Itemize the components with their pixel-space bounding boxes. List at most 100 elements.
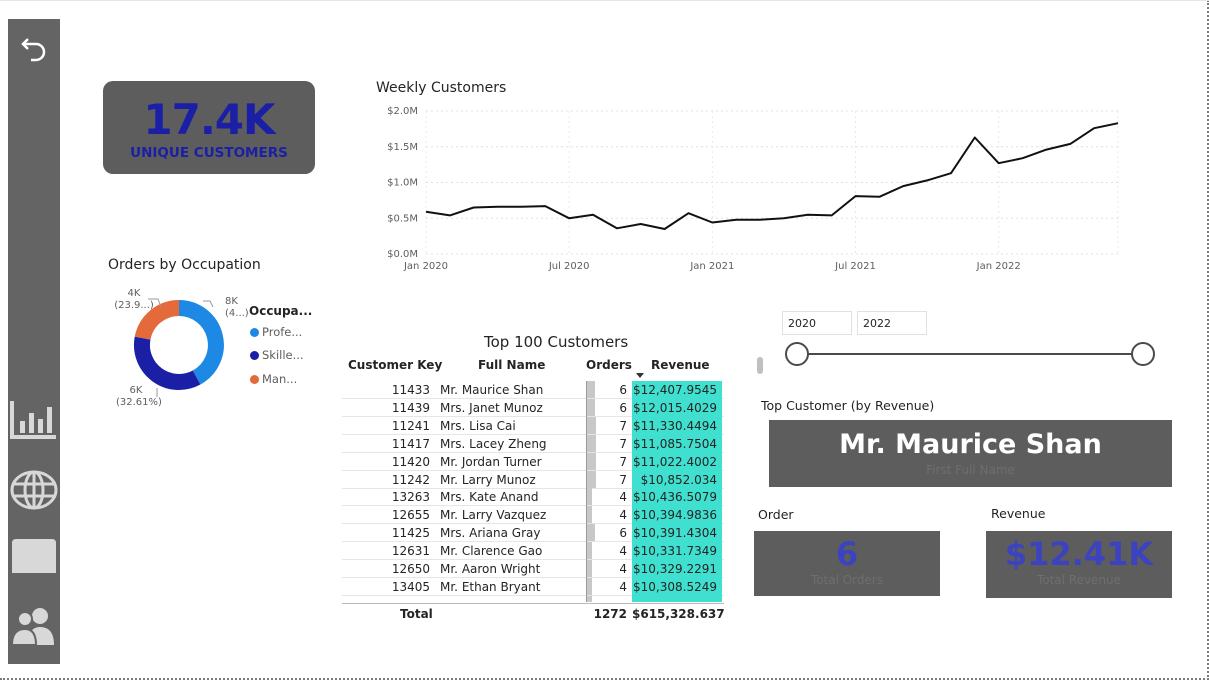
table-total-row: Total 1272 $615,328.637 (342, 603, 725, 625)
revenue-card-title: Revenue (991, 506, 1046, 521)
table-row[interactable]: 11417 Mrs. Lacey Zheng 7 $11,085.7504 (342, 434, 724, 453)
cell-full-name: Mr. Larry Vazquez (440, 508, 547, 523)
cell-revenue: $11,022.4002 (632, 452, 722, 471)
donut-slice-skilled (134, 336, 201, 390)
orders-data-bar (586, 488, 631, 506)
table-row[interactable]: 11241 Mrs. Lisa Cai 7 $11,330.4494 (342, 416, 724, 435)
cell-revenue: $10,329.2291 (632, 560, 722, 578)
donut-slice-manual (134, 299, 180, 341)
cell-full-name: Mr. Larry Munoz (440, 472, 536, 487)
header-revenue[interactable]: Revenue (651, 358, 710, 372)
table-row[interactable]: 13263 Mrs. Kate Anand 4 $10,436.5079 (342, 488, 724, 507)
cell-revenue (632, 595, 722, 602)
revenue-value: $12.41K (1004, 535, 1154, 573)
top-customer-name: Mr. Maurice Shan (839, 429, 1102, 460)
top-customer-caption: First Full Name (926, 463, 1015, 477)
orders-data-bar (586, 560, 631, 578)
occupation-donut-chart[interactable] (100, 285, 320, 415)
sort-desc-icon[interactable] (636, 373, 644, 378)
total-label: Total (400, 607, 433, 621)
orders-data-bar (586, 398, 631, 417)
y-tick-label: $1.0M (387, 178, 418, 189)
orders-data-bar-fill (586, 381, 595, 398)
cell-revenue: $10,852.034 (632, 470, 722, 489)
cell-orders: 6 (619, 383, 627, 397)
table-row[interactable]: 12650 Mr. Aaron Wright 4 $10,329.2291 (342, 560, 724, 578)
column-separator (586, 381, 587, 602)
cell-full-name: Mr. Jordan Turner (440, 454, 542, 469)
cell-customer-key: 11420 (391, 454, 430, 469)
orders-data-bar (586, 524, 631, 542)
table-row[interactable]: 11439 Mrs. Janet Munoz 6 $12,015.4029 (342, 398, 724, 417)
cell-full-name: Mr. Ethan Bryant (440, 579, 541, 594)
table-header: Customer Key Full Name Orders Revenue (342, 355, 724, 379)
y-tick-label: $1.5M (387, 142, 418, 153)
slicer-end-input[interactable]: 2022 (857, 311, 927, 335)
table-body: 11433 Mr. Maurice Shan 6 $12,407.9545 11439 M… (342, 381, 724, 602)
orders-data-bar-fill (586, 577, 592, 595)
cell-orders: 4 (619, 579, 627, 594)
orders-data-bar (586, 452, 631, 471)
table-row[interactable]: 11425 Mrs. Ariana Gray 6 $10,391.4304 (342, 524, 724, 543)
table-row[interactable]: 11242 Mr. Larry Munoz 7 $10,852.034 (342, 470, 724, 489)
globe-icon[interactable] (10, 467, 58, 513)
weekly-customers-line-chart[interactable]: $0.0M $0.5M $1.0M $1.5M $2.0M Jan 2020 Jul 202… (370, 100, 1130, 280)
top-customers-table[interactable]: Customer Key Full Name Orders Revenue 11… (342, 355, 725, 625)
orders-data-bar (586, 381, 631, 399)
slicer-track[interactable] (797, 353, 1143, 355)
top-customer-card[interactable]: Mr. Maurice Shan First Full Name (769, 420, 1172, 487)
table-title: Top 100 Customers (484, 333, 629, 351)
table-scrollbar[interactable] (757, 357, 763, 374)
table-row[interactable]: 12655 Mr. Larry Vazquez 4 $10,394.9836 (342, 506, 724, 525)
cell-revenue: $12,015.4029 (632, 398, 722, 417)
orders-data-bar-fill (586, 542, 592, 560)
legend-item-skilled[interactable]: Skille... (250, 348, 304, 362)
cell-orders: 7 (619, 418, 627, 433)
cell-orders: 7 (619, 454, 627, 469)
top-customer-title: Top Customer (by Revenue) (761, 398, 935, 413)
card-icon[interactable] (10, 534, 58, 580)
table-row[interactable]: 12631 Mr. Clarence Gao 4 $10,331.7349 (342, 542, 724, 561)
table-row[interactable]: 11420 Mr. Jordan Turner 7 $11,022.4002 (342, 452, 724, 471)
cell-orders: 6 (619, 400, 627, 415)
cell-customer-key: 12631 (391, 544, 430, 559)
unique-customers-card[interactable]: 17.4K UNIQUE CUSTOMERS (103, 81, 315, 174)
slicer-start-input[interactable]: 2020 (782, 311, 852, 335)
header-full-name[interactable]: Full Name (478, 358, 546, 372)
order-caption: Total Orders (810, 573, 884, 587)
legend-dot (250, 351, 259, 360)
donut-slices (134, 299, 224, 390)
orders-data-bar-fill (586, 470, 596, 488)
slicer-end-handle[interactable] (1131, 342, 1155, 366)
order-card[interactable]: 6 Total Orders (754, 531, 940, 596)
back-arrow-icon[interactable] (10, 25, 58, 71)
slicer-start-handle[interactable] (785, 342, 809, 366)
people-icon[interactable] (10, 603, 58, 649)
legend-item-manual[interactable]: Man... (250, 372, 297, 386)
cell-full-name: Mrs. Ariana Gray (440, 526, 541, 541)
x-tick-label: Jan 2022 (976, 261, 1021, 272)
cell-customer-key: 12655 (391, 508, 430, 523)
header-customer-key[interactable]: Customer Key (348, 358, 443, 372)
table-row[interactable]: 13405 Mr. Ethan Bryant 4 $10,308.5249 (342, 577, 724, 596)
orders-data-bar-fill (586, 416, 596, 434)
cell-customer-key: 11439 (391, 400, 430, 415)
bar-chart-icon[interactable] (10, 397, 58, 443)
slice-label-3-pct: (23.9...) (114, 300, 154, 311)
orders-data-bar-fill (586, 506, 592, 524)
header-orders[interactable]: Orders (586, 358, 632, 372)
table-row[interactable]: 11433 Mr. Maurice Shan 6 $12,407.9545 (342, 381, 724, 399)
cell-revenue: $10,331.7349 (632, 542, 722, 561)
cell-customer-key: 13405 (391, 579, 430, 594)
table-row-partial[interactable] (342, 595, 724, 602)
cell-customer-key: 13263 (391, 490, 430, 505)
revenue-card[interactable]: $12.41K Total Revenue (986, 531, 1172, 598)
total-orders: 1272 (593, 607, 627, 621)
cell-full-name: Mrs. Lacey Zheng (440, 436, 547, 451)
cell-customer-key: 11241 (391, 418, 430, 433)
legend-item-professional[interactable]: Profe... (250, 325, 302, 339)
donut-slice-professional (178, 300, 224, 385)
slice-label-3: 4K (23.9...) (109, 288, 159, 312)
orders-data-bar (586, 470, 631, 489)
